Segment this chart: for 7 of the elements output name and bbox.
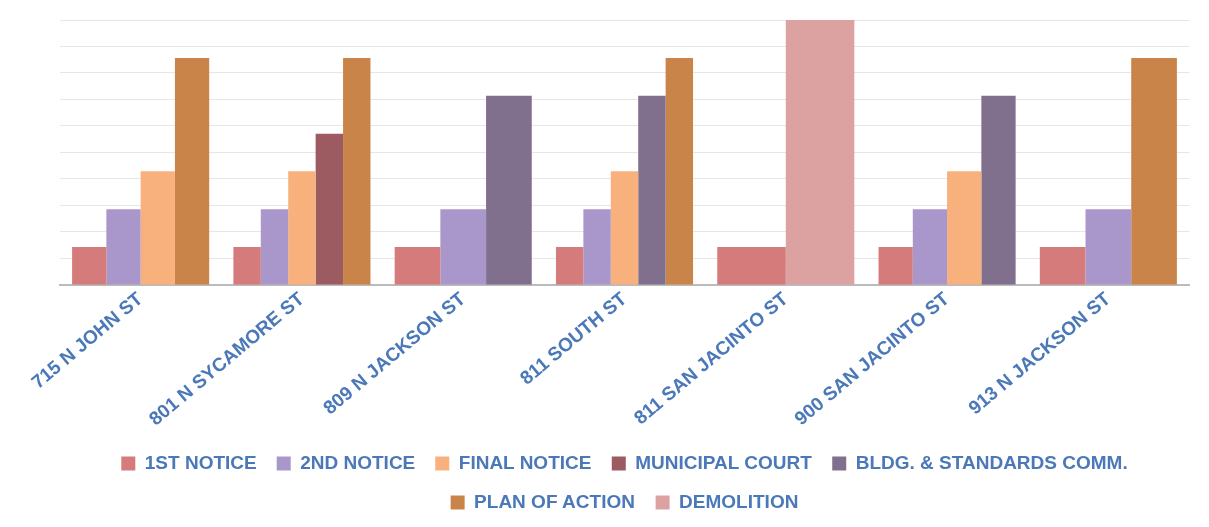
legend-label: 2ND NOTICE <box>300 451 416 473</box>
legend-label: DEMOLITION <box>679 490 799 512</box>
legend-label: 1ST NOTICE <box>144 451 257 473</box>
legend-label: PLAN OF ACTION <box>474 490 635 512</box>
legend-label: FINAL NOTICE <box>458 451 592 473</box>
legend-label: MUNICIPAL COURT <box>635 451 813 473</box>
legend-label: BLDG. & STANDARDS COMM. <box>855 451 1128 473</box>
